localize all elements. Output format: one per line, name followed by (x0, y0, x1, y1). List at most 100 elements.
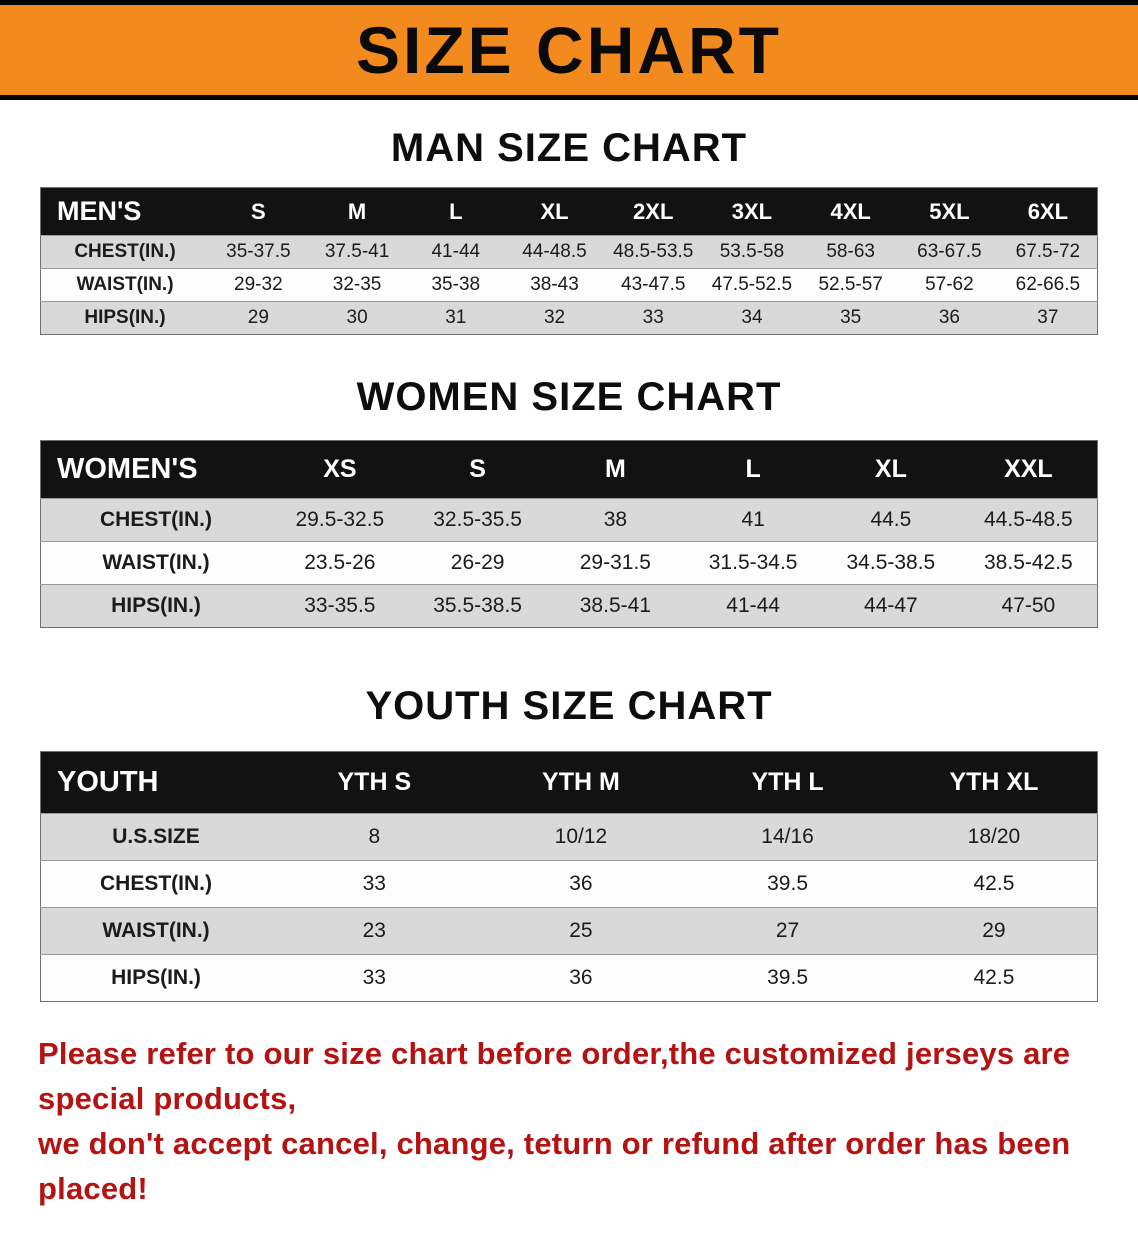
measurement-cell: 47.5-52.5 (702, 268, 802, 302)
measurement-cell: 36 (477, 860, 685, 908)
measurement-cell: 33 (603, 301, 703, 335)
measurement-cell: 33-35.5 (271, 584, 409, 628)
row-label: HIPS(IN.) (40, 954, 271, 1002)
women-size-table: WOMEN'S XS S M L XL XXL CHEST(IN.) 29.5-32.5 32.5… (40, 440, 1098, 628)
measurement-cell: 32.5-35.5 (408, 498, 547, 542)
measurement-cell: 52.5-57 (801, 268, 901, 302)
row-label: CHEST(IN.) (40, 498, 271, 542)
size-header-cell: 4XL (801, 187, 901, 236)
measurement-cell: 29-32 (209, 268, 308, 302)
measurement-cell: 25 (477, 907, 685, 955)
size-header-cell: XS (271, 440, 409, 499)
measurement-cell: 23 (271, 907, 478, 955)
measurement-cell: 32-35 (307, 268, 407, 302)
table-header-label: WOMEN'S (40, 440, 271, 499)
measurement-cell: 44.5 (822, 498, 960, 542)
measurement-cell: 34.5-38.5 (822, 541, 960, 585)
men-size-table: MEN'S S M L XL 2XL 3XL 4XL 5XL 6XL CHEST(IN.) 35-37… (40, 187, 1098, 335)
measurement-cell: 58-63 (801, 235, 901, 269)
size-header-cell: 2XL (603, 187, 703, 236)
measurement-cell: 41 (684, 498, 822, 542)
measurement-cell: 10/12 (477, 813, 685, 861)
women-chart-heading: WOMEN SIZE CHART (356, 375, 782, 419)
measurement-cell: 18/20 (890, 813, 1098, 861)
size-header-cell: L (406, 187, 506, 236)
measurement-cell: 44.5-48.5 (959, 498, 1098, 542)
measurement-cell: 23.5-26 (271, 541, 409, 585)
table-header-row: MEN'S S M L XL 2XL 3XL 4XL 5XL 6XL (40, 187, 1098, 236)
size-header-cell: L (684, 440, 822, 499)
measurement-cell: 38.5-41 (546, 584, 685, 628)
measurement-cell: 35-37.5 (209, 235, 308, 269)
row-label: HIPS(IN.) (40, 301, 209, 335)
measurement-cell: 35.5-38.5 (408, 584, 547, 628)
row-label: U.S.SIZE (40, 813, 271, 861)
measurement-cell: 29 (890, 907, 1098, 955)
measurement-cell: 39.5 (684, 860, 891, 908)
page-title: SIZE CHART (356, 13, 782, 87)
measurement-cell: 41-44 (406, 235, 506, 269)
measurement-cell: 26-29 (408, 541, 547, 585)
size-header-cell: XXL (959, 440, 1098, 499)
size-header-cell: XL (505, 187, 604, 236)
row-label: WAIST(IN.) (40, 541, 271, 585)
size-header-cell: S (209, 187, 308, 236)
measurement-cell: 43-47.5 (603, 268, 703, 302)
measurement-cell: 31.5-34.5 (684, 541, 822, 585)
measurement-cell: 42.5 (890, 954, 1098, 1002)
table-row: WAIST(IN.) 23 25 27 29 (40, 907, 1098, 955)
table-row: HIPS(IN.) 33 36 39.5 42.5 (40, 954, 1098, 1002)
table-row: WAIST(IN.) 29-32 32-35 35-38 38-43 43-47.5 47.… (40, 268, 1098, 302)
table-header-label: MEN'S (40, 187, 209, 236)
measurement-cell: 57-62 (900, 268, 999, 302)
measurement-cell: 48.5-53.5 (603, 235, 703, 269)
men-chart-heading: MAN SIZE CHART (390, 126, 748, 170)
size-header-cell: 5XL (900, 187, 999, 236)
row-label: HIPS(IN.) (40, 584, 271, 628)
measurement-cell: 36 (900, 301, 999, 335)
measurement-cell: 35-38 (406, 268, 506, 302)
table-header-label: YOUTH (40, 751, 271, 814)
measurement-cell: 38 (546, 498, 685, 542)
size-header-cell: 6XL (998, 187, 1098, 236)
youth-size-table: YOUTH YTH S YTH M YTH L YTH XL U.S.SIZE 8 10/12… (40, 751, 1098, 1002)
table-row: HIPS(IN.) 33-35.5 35.5-38.5 38.5-41 41-44 44-… (40, 584, 1098, 628)
measurement-cell: 29-31.5 (546, 541, 685, 585)
row-label: CHEST(IN.) (40, 235, 209, 269)
size-header-cell: YTH XL (890, 751, 1098, 814)
row-label: WAIST(IN.) (40, 268, 209, 302)
table-row: U.S.SIZE 8 10/12 14/16 18/20 (40, 813, 1098, 861)
size-header-cell: 3XL (702, 187, 802, 236)
disclaimer: Please refer to our size chart before or… (38, 1032, 1100, 1212)
measurement-cell: 41-44 (684, 584, 822, 628)
measurement-cell: 38-43 (505, 268, 604, 302)
table-row: CHEST(IN.) 29.5-32.5 32.5-35.5 38 41 44.5 44.5… (40, 498, 1098, 542)
measurement-cell: 37.5-41 (307, 235, 407, 269)
measurement-cell: 36 (477, 954, 685, 1002)
table-row: WAIST(IN.) 23.5-26 26-29 29-31.5 31.5-34.5 34… (40, 541, 1098, 585)
measurement-cell: 29 (209, 301, 308, 335)
measurement-cell: 34 (702, 301, 802, 335)
measurement-cell: 62-66.5 (998, 268, 1098, 302)
measurement-cell: 30 (307, 301, 407, 335)
measurement-cell: 53.5-58 (702, 235, 802, 269)
table-row: CHEST(IN.) 35-37.5 37.5-41 41-44 44-48.5 48.5… (40, 235, 1098, 269)
measurement-cell: 42.5 (890, 860, 1098, 908)
measurement-cell: 8 (271, 813, 478, 861)
measurement-cell: 37 (998, 301, 1098, 335)
measurement-cell: 39.5 (684, 954, 891, 1002)
measurement-cell: 14/16 (684, 813, 891, 861)
measurement-cell: 33 (271, 954, 478, 1002)
table-header-row: WOMEN'S XS S M L XL XXL (40, 440, 1098, 499)
youth-chart-heading: YOUTH SIZE CHART (365, 684, 773, 728)
row-label: WAIST(IN.) (40, 907, 271, 955)
table-row: HIPS(IN.) 29 30 31 32 33 34 35 36 37 (40, 301, 1098, 335)
measurement-cell: 35 (801, 301, 901, 335)
disclaimer-line-2: we don't accept cancel, change, teturn o… (38, 1125, 1071, 1206)
measurement-cell: 63-67.5 (900, 235, 999, 269)
size-header-cell: YTH L (684, 751, 891, 814)
table-row: CHEST(IN.) 33 36 39.5 42.5 (40, 860, 1098, 908)
measurement-cell: 27 (684, 907, 891, 955)
row-label: CHEST(IN.) (40, 860, 271, 908)
measurement-cell: 32 (505, 301, 604, 335)
